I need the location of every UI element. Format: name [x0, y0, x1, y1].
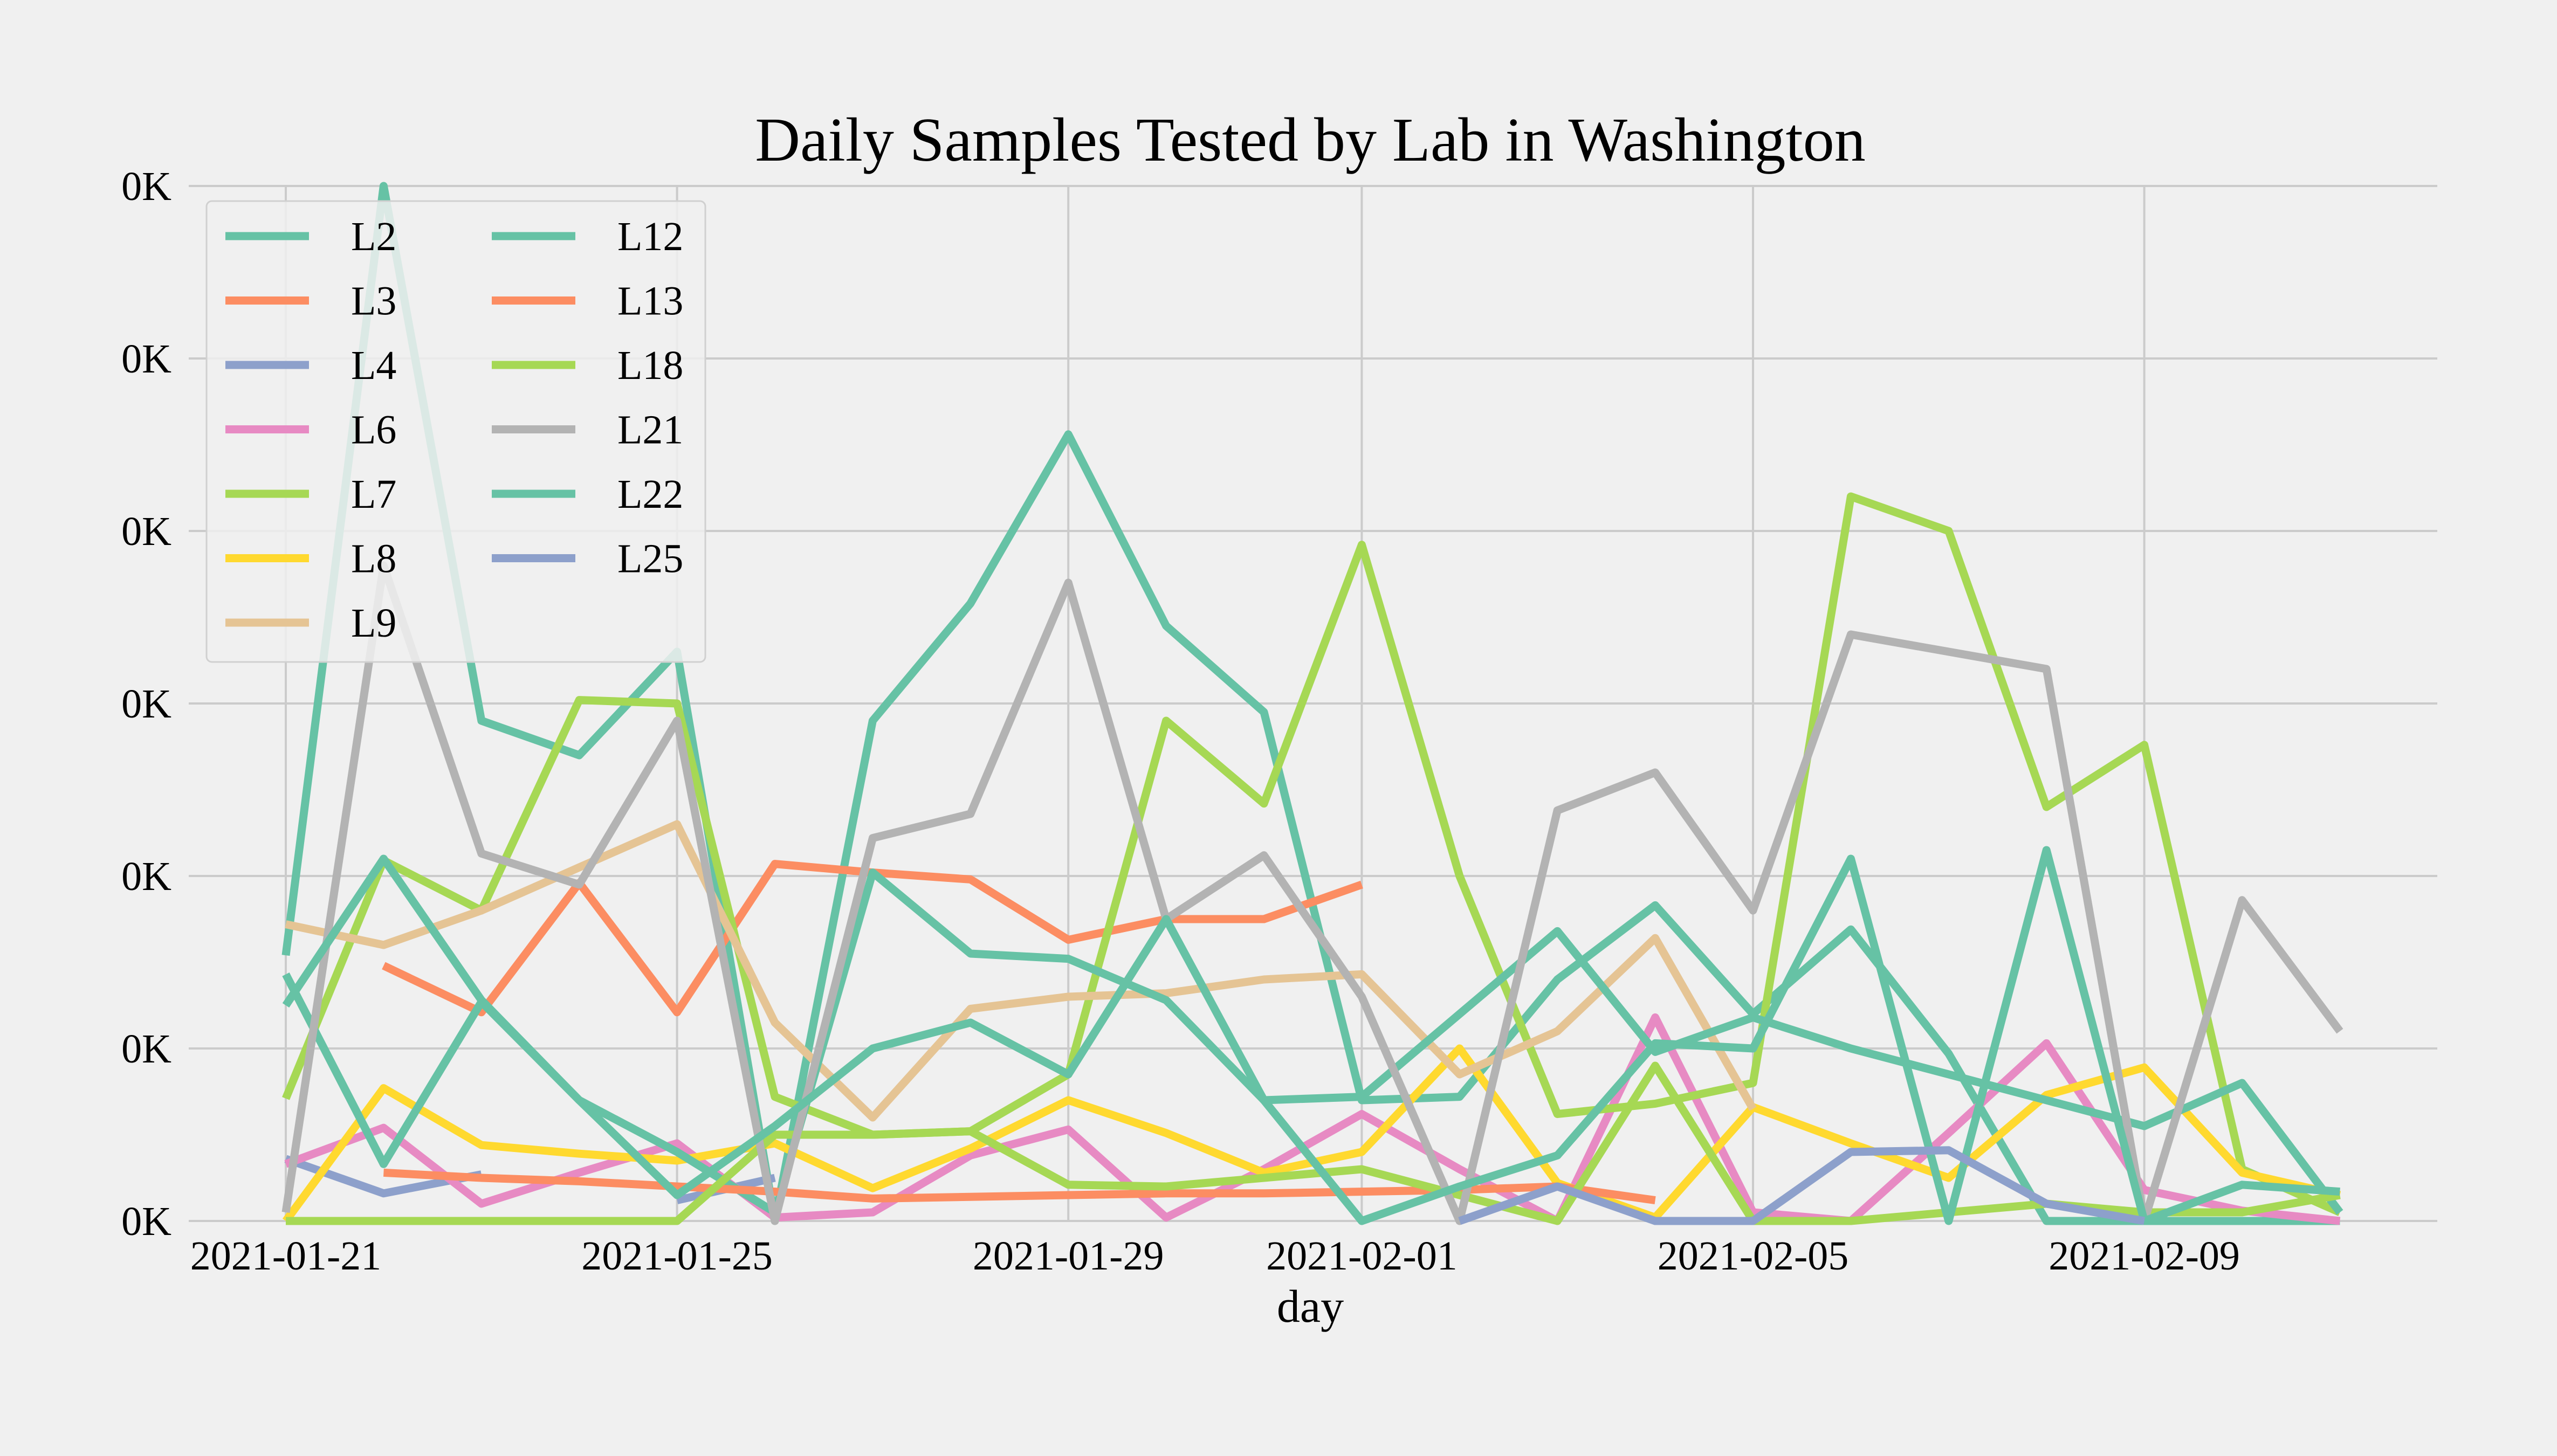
legend-label: L21 [617, 408, 683, 453]
axes: 0K 0K 0K 0K 0K 0K 0K 2021-01-21 2021-01-25 2021-0… [121, 164, 2240, 1279]
legend-label: L25 [617, 536, 683, 582]
legend-item-L4: L4 [225, 343, 396, 388]
legend-item-L7: L7 [225, 472, 396, 517]
legend-label: L4 [351, 343, 396, 388]
legend-item-L22: L22 [492, 472, 683, 517]
legend-item-L8: L8 [225, 536, 396, 582]
y-tick-label: 0K [121, 854, 171, 899]
series-L9 [285, 820, 1757, 1122]
y-tick-label: 0K [121, 509, 171, 554]
series-line-L22 [282, 846, 2340, 1225]
legend-label: L22 [617, 472, 683, 517]
chart-title: Daily Samples Tested by Lab in Washingto… [755, 106, 1866, 175]
y-tick-label: 0K [121, 336, 171, 382]
series-L12 [282, 868, 2343, 1217]
legend-label: L3 [351, 279, 396, 324]
legend-item-L6: L6 [225, 408, 396, 453]
legend-label: L6 [351, 408, 396, 453]
y-tick-label: 0K [121, 164, 171, 209]
y-tick-label: 0K [121, 681, 171, 727]
legend-item-L25: L25 [492, 536, 683, 582]
legend-item-L12: L12 [492, 214, 683, 259]
legend-label: L8 [351, 536, 396, 582]
x-tick-label: 2021-02-05 [1658, 1233, 1849, 1279]
legend-label: L7 [351, 472, 396, 517]
x-axis-label: day [1277, 1280, 1344, 1332]
series-L21 [281, 561, 2343, 1225]
legend-label: L2 [351, 214, 396, 259]
series-L18 [286, 1061, 2341, 1225]
series-line-L7 [282, 492, 2342, 1216]
y-tick-label: 0K [121, 1026, 171, 1072]
x-tick-label: 2021-01-29 [973, 1233, 1164, 1279]
series-L25 [1458, 1146, 2145, 1225]
series-layer [281, 182, 2343, 1225]
series-line-L21 [281, 561, 2343, 1225]
legend-item-L21: L21 [492, 408, 683, 453]
legend-label: L9 [351, 601, 396, 646]
x-tick-label: 2021-01-21 [190, 1233, 382, 1279]
legend-item-L9: L9 [225, 601, 396, 646]
legend-item-L18: L18 [492, 343, 683, 388]
legend-item-L2: L2 [225, 214, 396, 259]
series-L22 [282, 846, 2340, 1225]
y-tick-label: 0K [121, 1199, 171, 1244]
series-line-L25 [1458, 1146, 2145, 1225]
series-line-L12 [282, 868, 2343, 1217]
legend-label: L13 [617, 279, 683, 324]
legend-box [205, 200, 706, 663]
legend-item-L3: L3 [225, 279, 396, 324]
legend: L2 L3 L4 L6 L7 L8 L9 L12 L13 L18 L21 L22 L25 [205, 200, 706, 663]
legend-label: L12 [617, 214, 683, 259]
legend-label: L18 [617, 343, 683, 388]
series-line-L9 [285, 820, 1757, 1122]
x-tick-label: 2021-02-01 [1266, 1233, 1458, 1279]
series-L7 [282, 492, 2342, 1216]
x-tick-label: 2021-02-09 [2049, 1233, 2240, 1279]
series-line-L18 [286, 1061, 2341, 1225]
x-tick-label: 2021-01-25 [581, 1233, 773, 1279]
legend-item-L13: L13 [492, 279, 683, 324]
